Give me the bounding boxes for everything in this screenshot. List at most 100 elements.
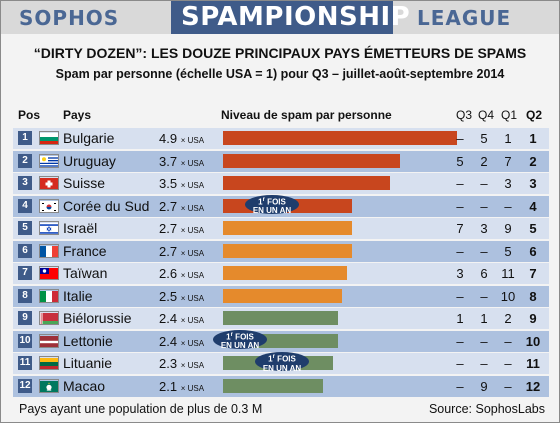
quarter-rank-q4: – (480, 333, 488, 349)
flag-il-icon (39, 221, 59, 235)
country-label: Taïwan (63, 265, 108, 281)
quarter-rank-q3: 5 (456, 153, 464, 169)
spam-bar (223, 131, 457, 145)
unit-label: × USA (180, 203, 205, 213)
quarter-rank-q3: – (456, 243, 464, 259)
country-label: Lituanie (63, 355, 113, 371)
flag-bg-icon (39, 131, 59, 145)
column-header-q1: Q1 (501, 108, 518, 122)
quarter-rank-q3: – (456, 176, 464, 191)
quarter-rank-q3: – (456, 198, 464, 214)
table-row: 6 France 2.7 × USA – –5 6 (13, 240, 549, 262)
quarter-rank-q4: 1 (480, 311, 488, 326)
quarter-rank-q2: 3 (529, 176, 537, 191)
country-label: Biélorussie (63, 310, 132, 326)
footnote: Pays ayant une population de plus de 0.3… (19, 402, 263, 416)
rank-badge: 6 (18, 243, 32, 258)
unit-label: × USA (180, 316, 205, 325)
rank-badge: 1 (18, 131, 32, 145)
quarter-rank-q3: – (456, 288, 464, 304)
flag-fr-icon (39, 243, 59, 258)
flag-uy-icon (39, 153, 59, 168)
quarter-rank-q4: – (480, 176, 488, 191)
header-banner: SOPHOS SPAMPIONSHIP LEAGUE (1, 1, 559, 34)
rank-badge: 10 (18, 333, 32, 348)
rank-badge: 4 (18, 198, 32, 213)
value-label: 2.3 × USA (159, 356, 205, 371)
country-label: Macao (63, 377, 106, 394)
unit-label: × USA (180, 361, 205, 370)
table-row: 1 Bulgarie 4.9 × USA – 5 1 1 (13, 128, 549, 149)
banner-title: SPAMPIONSHIP (181, 2, 411, 32)
spam-bar (223, 221, 352, 235)
spam-bar (223, 266, 348, 280)
value-label: 2.4 × USA (159, 311, 205, 326)
first-time-badge: 1r FOIS EN UN AN (255, 352, 309, 373)
quarter-rank-q1: – (504, 378, 512, 394)
brand-league: LEAGUE (417, 6, 512, 30)
column-header-country: Pays (63, 108, 92, 122)
rank-badge: 7 (18, 266, 32, 280)
quarter-rank-q1: 3 (504, 176, 512, 191)
column-header-pos: Pos (18, 108, 41, 122)
value-label: 2.7 × USA (159, 243, 205, 259)
rank-badge: 3 (18, 176, 32, 190)
quarter-rank-q3: – (456, 131, 464, 146)
unit-label: × USA (180, 136, 205, 145)
country-label: Israël (63, 220, 98, 236)
value-label: 2.6 × USA (159, 266, 205, 281)
quarter-rank-q2: 7 (529, 266, 537, 281)
quarter-rank-q1: 10 (500, 288, 516, 304)
source-note: Source: SophosLabs (428, 402, 545, 416)
flag-by-icon (39, 311, 59, 325)
spam-bar (223, 288, 343, 303)
rank-badge: 8 (18, 288, 32, 303)
country-label: France (63, 242, 107, 259)
value-label: 4.9 × USA (159, 131, 205, 146)
quarter-rank-q3: 7 (456, 221, 464, 236)
quarter-rank-q1: 1 (504, 131, 512, 146)
quarter-rank-q2: 1 (529, 131, 537, 146)
quarter-rank-q4: 9 (480, 378, 488, 394)
quarter-rank-q1: 2 (504, 311, 512, 326)
flag-kr-icon (39, 198, 59, 213)
chart-title: “DIRTY DOZEN”: LES DOUZE PRINCIPAUX PAYS… (33, 45, 527, 61)
unit-label: × USA (180, 181, 205, 190)
value-label: 3.5 × USA (159, 176, 205, 191)
quarter-rank-q3: – (456, 356, 464, 371)
table-row: 2 Uruguay 3.7 × USA 5 2 7 2 (13, 150, 549, 172)
brand-sophos: SOPHOS (19, 6, 120, 30)
value-label: 2.4 × USA (159, 333, 205, 349)
flag-ch-icon (39, 176, 59, 190)
value-label: 2.1 × USA (159, 378, 205, 394)
quarter-rank-q1: 7 (504, 153, 512, 169)
unit-label: × USA (180, 158, 205, 168)
unit-label: × USA (180, 383, 205, 393)
flag-mo-icon (39, 378, 59, 393)
unit-label: × USA (180, 338, 205, 348)
rank-badge: 9 (18, 311, 32, 325)
quarter-rank-q4: – (480, 243, 488, 259)
quarter-rank-q2: 9 (529, 311, 537, 326)
column-header-q2: Q2 (526, 108, 543, 122)
unit-label: × USA (180, 248, 205, 258)
value-label: 2.5 × USA (159, 288, 205, 304)
quarter-rank-q2: 8 (529, 288, 537, 304)
country-label: Italie (63, 287, 93, 304)
quarter-rank-q4: 2 (480, 153, 488, 169)
quarter-rank-q3: 1 (456, 311, 464, 326)
spam-bar (223, 311, 338, 325)
header-right-band (393, 1, 559, 34)
unit-label: × USA (180, 226, 205, 235)
quarter-rank-q2: 4 (529, 198, 537, 214)
country-label: Suisse (63, 175, 106, 191)
quarter-rank-q3: – (456, 333, 464, 349)
flag-tw-icon (39, 266, 59, 280)
table-row: 11 Lituanie 2.3 × USA 1r FOIS EN UN AN – – –11 (13, 352, 549, 374)
quarter-rank-q2: 12 (525, 378, 541, 394)
country-label: Bulgarie (63, 130, 115, 146)
rank-badge: 12 (18, 378, 32, 393)
unit-label: × USA (180, 293, 205, 303)
country-label: Corée du Sud (63, 197, 150, 214)
